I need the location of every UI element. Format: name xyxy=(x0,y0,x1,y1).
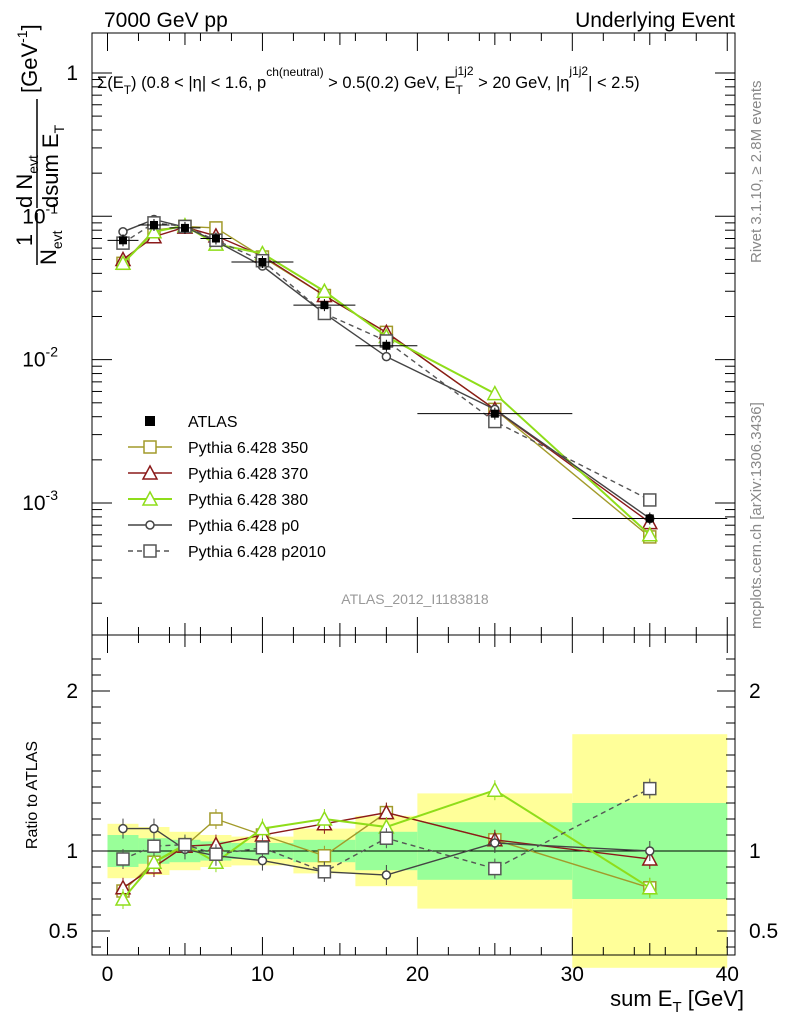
main-point-p2010 xyxy=(643,493,657,507)
ratio-point-p380 xyxy=(254,820,271,836)
ratio-point-p0 xyxy=(381,870,392,880)
main-y-tick-label: 10-3 xyxy=(22,487,58,515)
header-right: Underlying Event xyxy=(575,9,735,32)
svg-text:1: 1 xyxy=(12,234,37,246)
legend: ATLAS Pythia 6.428 350 Pythia 6.428 370 Pyt… xyxy=(128,414,326,561)
main-series-line-p380 xyxy=(122,224,651,536)
ratio-axis-ticks: 0.5 0.51 12 20 10 20 30 40 xyxy=(49,635,778,986)
main-y-tick-label: 1 xyxy=(66,62,78,85)
main-point-p0 xyxy=(381,351,392,362)
svg-text:[GeV-1]: [GeV-1] xyxy=(14,24,42,93)
ratio-y-tick-label: 0.5 xyxy=(49,920,78,943)
main-plot-title: Σ(ET) (0.8 < |η| < 1.6, pch(neutral) > 0… xyxy=(97,64,640,97)
main-point-p380 xyxy=(114,254,132,271)
ratio-point-p0 xyxy=(645,846,655,856)
legend-label-p370: Pythia 6.428 370 xyxy=(188,466,308,483)
ratio-point-p380 xyxy=(145,853,163,869)
svg-text:dsum ET: dsum ET xyxy=(38,124,67,208)
tick-base: 10 xyxy=(22,492,45,515)
atlas-point xyxy=(118,236,127,245)
legend-marker-atlas xyxy=(145,416,155,426)
ratio-point-p380 xyxy=(114,890,132,906)
ratio-point-p2010 xyxy=(643,781,657,796)
main-point-p380 xyxy=(145,223,163,239)
ratio-point-p2010 xyxy=(178,837,192,852)
ratio-y-tick-label-right: 2 xyxy=(749,680,761,703)
legend-label-p380: Pythia 6.428 380 xyxy=(188,492,308,509)
ratio-y-tick-label: 1 xyxy=(66,840,78,863)
tick-base: 10 xyxy=(22,349,45,372)
x-tick-label: 40 xyxy=(716,963,739,986)
ratio-plot-frame xyxy=(91,634,736,956)
rivet-label: Rivet 3.1.10, ≥ 2.8M events xyxy=(748,81,765,264)
ratio-point-p2010 xyxy=(147,839,161,853)
main-y-tick-label: 10-1 xyxy=(22,200,58,228)
main-point-p380 xyxy=(486,384,504,401)
ratio-point-p0 xyxy=(490,838,500,848)
x-tick-label: 30 xyxy=(561,963,584,986)
x-tick-label: 0 xyxy=(102,963,114,986)
legend-label-p2010: Pythia 6.428 p2010 xyxy=(188,544,326,561)
main-series-group xyxy=(107,214,728,544)
ratio-point-p380 xyxy=(316,810,333,826)
legend-label-p350: Pythia 6.428 350 xyxy=(188,440,308,457)
ratio-point-p0 xyxy=(149,823,159,834)
ratio-y-axis-label: Ratio to ATLAS xyxy=(24,741,41,849)
legend-marker-p350 xyxy=(143,440,157,454)
analysis-watermark: ATLAS_2012_I1183818 xyxy=(341,591,489,607)
ratio-point-p2010 xyxy=(488,861,502,876)
x-tick-label: 20 xyxy=(406,963,429,986)
ratio-point-p380 xyxy=(641,879,659,895)
legend-label-p0: Pythia 6.428 p0 xyxy=(188,518,299,535)
atlas-point xyxy=(258,258,267,267)
ratio-point-p2010 xyxy=(379,831,394,845)
ratio-point-p2010 xyxy=(116,852,130,866)
main-y-axis-label: 1 Nevt d Nevt dsum ET [GeV-1] xyxy=(12,24,67,265)
ratio-series-line-p2010 xyxy=(122,787,651,873)
atlas-point xyxy=(490,409,499,418)
title-et-sub: T xyxy=(456,83,464,97)
legend-marker-p2010 xyxy=(143,544,157,558)
tick-exp: -2 xyxy=(46,344,59,360)
main-point-p380 xyxy=(316,282,333,299)
x-axis-label: sum ET [GeV] xyxy=(610,986,744,1016)
atlas-point xyxy=(180,223,189,232)
ratio-point-p2010 xyxy=(317,865,332,879)
atlas-point xyxy=(149,220,158,229)
main-point-p380 xyxy=(641,526,659,542)
ratio-y-tick-label-right: 0.5 xyxy=(749,920,778,943)
ratio-series-group xyxy=(114,778,659,909)
main-y-tick-label: 10-2 xyxy=(22,344,58,372)
atlas-point xyxy=(382,341,391,350)
svg-text:Nevt: Nevt xyxy=(36,230,65,265)
main-series-line-p350 xyxy=(122,225,651,538)
atlas-point xyxy=(211,234,220,243)
ratio-point-p350 xyxy=(209,812,223,826)
atlas-point xyxy=(320,301,329,310)
ratio-point-p0 xyxy=(118,823,128,834)
tick-exp: -1 xyxy=(46,200,59,216)
ratio-point-p2010 xyxy=(255,841,270,855)
legend-marker-p380 xyxy=(141,490,159,506)
x-tick-label: 10 xyxy=(251,963,274,986)
ratio-point-p2010 xyxy=(209,847,223,861)
ratio-point-p380 xyxy=(486,781,504,797)
header-left: 7000 GeV pp xyxy=(104,9,228,32)
atlas-point xyxy=(645,514,654,523)
legend-marker-p0 xyxy=(145,520,155,530)
tick-exp: -3 xyxy=(46,487,59,503)
main-series-line-p2010 xyxy=(122,222,651,501)
tick-base: 10 xyxy=(22,205,45,228)
legend-marker-p370 xyxy=(141,464,159,480)
mcplots-label: mcplots.cern.ch [arXiv:1306.3436] xyxy=(748,402,765,629)
ratio-y-tick-label-right: 1 xyxy=(749,840,761,863)
ratio-y-tick-label: 2 xyxy=(66,680,78,703)
ratio-point-p350 xyxy=(317,849,332,863)
legend-label-atlas: ATLAS xyxy=(188,414,238,431)
main-axis-ticks: 110-110-210-3 xyxy=(22,33,735,635)
